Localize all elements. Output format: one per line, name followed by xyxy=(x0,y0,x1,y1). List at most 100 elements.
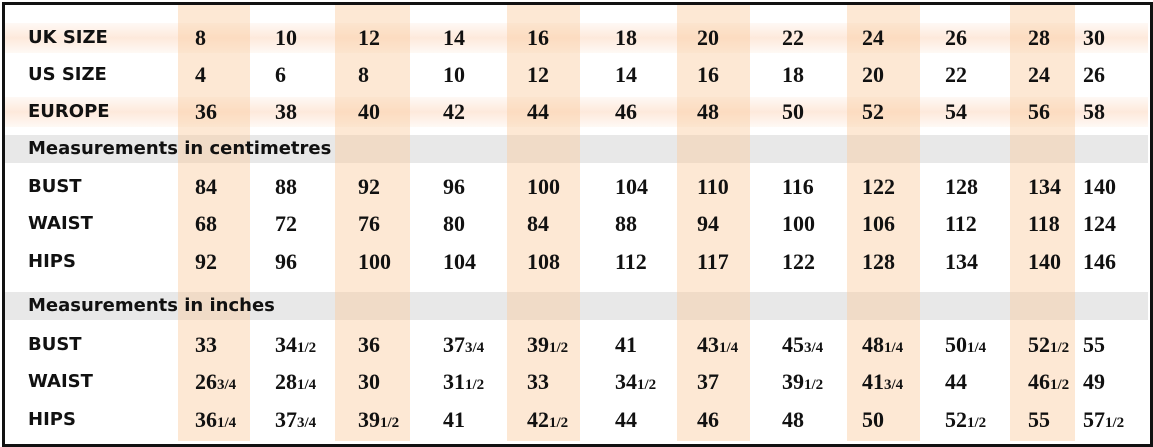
fraction: 1/2 xyxy=(549,415,569,431)
table-cell: 110 xyxy=(697,174,729,199)
table-cell: 128 xyxy=(862,249,895,274)
table-cell: 361/4 xyxy=(195,407,237,432)
table-cell: 92 xyxy=(358,174,380,199)
table-cell: 16 xyxy=(527,25,549,50)
row-highlight xyxy=(5,97,1148,127)
table-cell: 18 xyxy=(615,25,637,50)
table-cell: 16 xyxy=(697,62,719,87)
table-cell: 96 xyxy=(275,249,297,274)
table-cell: 100 xyxy=(527,174,560,199)
table-cell: 18 xyxy=(782,62,804,87)
table-cell: 100 xyxy=(358,249,391,274)
table-cell: 58 xyxy=(1083,99,1105,124)
table-cell: 41 xyxy=(615,332,637,357)
section-title: Measurements in centimetres xyxy=(28,138,332,159)
table-cell: 134 xyxy=(945,249,978,274)
table-cell: 391/2 xyxy=(358,407,400,432)
table-cell: 501/4 xyxy=(945,332,987,357)
fraction: 1/4 xyxy=(719,340,739,356)
table-cell: 391/2 xyxy=(527,332,569,357)
table-cell: 124 xyxy=(1083,211,1116,236)
table-cell: 88 xyxy=(615,211,637,236)
fraction: 1/2 xyxy=(1050,340,1070,356)
table-cell: 4 xyxy=(195,62,206,87)
table-cell: 481/4 xyxy=(862,332,904,357)
fraction: 1/2 xyxy=(465,377,485,393)
table-cell: 8 xyxy=(195,25,206,50)
table-cell: 80 xyxy=(443,211,465,236)
table-cell: 50 xyxy=(862,407,884,432)
fraction: 1/4 xyxy=(967,340,987,356)
column-highlight xyxy=(1010,5,1075,441)
table-cell: 30 xyxy=(1083,25,1105,50)
fraction: 3/4 xyxy=(297,415,317,431)
table-cell: 118 xyxy=(1028,211,1060,236)
table-cell: 84 xyxy=(195,174,217,199)
table-cell: 46 xyxy=(697,407,719,432)
section-band xyxy=(5,135,1148,163)
table-cell: 38 xyxy=(275,99,297,124)
table-cell: 106 xyxy=(862,211,895,236)
table-cell: 30 xyxy=(358,369,380,394)
table-cell: 10 xyxy=(275,25,297,50)
column-highlight xyxy=(178,5,250,441)
fraction: 1/4 xyxy=(884,340,904,356)
fraction: 1/2 xyxy=(1050,377,1070,393)
table-cell: 33 xyxy=(195,332,217,357)
table-cell: 431/4 xyxy=(697,332,739,357)
fraction: 1/2 xyxy=(804,377,824,393)
table-cell: 55 xyxy=(1028,407,1050,432)
table-cell: 117 xyxy=(697,249,729,274)
table-cell: 341/2 xyxy=(275,332,317,357)
table-cell: 10 xyxy=(443,62,465,87)
table-cell: 521/2 xyxy=(945,407,987,432)
table-cell: 122 xyxy=(782,249,815,274)
table-cell: 55 xyxy=(1083,332,1105,357)
table-cell: 140 xyxy=(1028,249,1061,274)
table-cell: 22 xyxy=(945,62,967,87)
fraction: 3/4 xyxy=(884,377,904,393)
table-cell: 94 xyxy=(697,211,719,236)
table-cell: 521/2 xyxy=(1028,332,1070,357)
fraction: 1/2 xyxy=(1105,415,1125,431)
section-band xyxy=(5,292,1148,320)
table-cell: 33 xyxy=(527,369,549,394)
column-highlight xyxy=(677,5,750,441)
table-cell: 12 xyxy=(358,25,380,50)
table-cell: 413/4 xyxy=(862,369,904,394)
fraction: 3/4 xyxy=(804,340,824,356)
table-cell: 68 xyxy=(195,211,217,236)
table-cell: 52 xyxy=(862,99,884,124)
row-label: UK SIZE xyxy=(28,27,108,48)
row-label: HIPS xyxy=(28,409,76,430)
table-cell: 391/2 xyxy=(782,369,824,394)
table-cell: 108 xyxy=(527,249,560,274)
table-cell: 48 xyxy=(782,407,804,432)
table-cell: 56 xyxy=(1028,99,1050,124)
table-cell: 96 xyxy=(443,174,465,199)
table-cell: 37 xyxy=(697,369,719,394)
table-cell: 453/4 xyxy=(782,332,824,357)
table-cell: 28 xyxy=(1028,25,1050,50)
table-cell: 88 xyxy=(275,174,297,199)
column-highlight xyxy=(847,5,920,441)
table-cell: 281/4 xyxy=(275,369,317,394)
table-cell: 24 xyxy=(862,25,884,50)
table-cell: 44 xyxy=(945,369,967,394)
table-cell: 341/2 xyxy=(615,369,657,394)
table-cell: 48 xyxy=(697,99,719,124)
row-label: HIPS xyxy=(28,251,76,272)
table-cell: 122 xyxy=(862,174,895,199)
table-cell: 421/2 xyxy=(527,407,569,432)
row-highlight xyxy=(5,23,1148,53)
table-cell: 20 xyxy=(697,25,719,50)
table-cell: 49 xyxy=(1083,369,1105,394)
table-cell: 8 xyxy=(358,62,369,87)
table-cell: 26 xyxy=(945,25,967,50)
table-cell: 14 xyxy=(615,62,637,87)
table-cell: 112 xyxy=(945,211,977,236)
table-cell: 41 xyxy=(443,407,465,432)
table-cell: 461/2 xyxy=(1028,369,1070,394)
table-cell: 311/2 xyxy=(443,369,485,394)
